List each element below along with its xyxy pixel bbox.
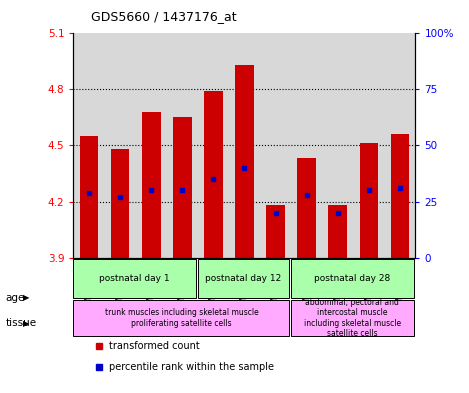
Bar (291, 300, 414, 336)
Text: GDS5660 / 1437176_at: GDS5660 / 1437176_at (91, 10, 237, 23)
Text: ▶: ▶ (23, 319, 30, 327)
Text: tissue: tissue (6, 318, 37, 328)
Bar (297, 158, 316, 258)
Bar (142, 112, 160, 258)
Text: postnatal day 1: postnatal day 1 (99, 274, 170, 283)
Text: ▶: ▶ (23, 294, 30, 302)
Text: postnatal day 12: postnatal day 12 (205, 274, 282, 283)
Bar (173, 117, 192, 258)
Bar (111, 149, 129, 258)
Bar (266, 206, 285, 258)
Bar (80, 136, 98, 258)
Bar (198, 259, 289, 298)
Bar (291, 259, 414, 298)
Text: age: age (6, 293, 25, 303)
Bar (204, 91, 223, 258)
Bar (235, 65, 254, 258)
Bar (391, 134, 409, 258)
Bar (360, 143, 378, 258)
Text: transformed count: transformed count (109, 341, 200, 351)
Bar (328, 206, 347, 258)
Bar (74, 300, 289, 336)
Text: abdominal, pectoral and
intercostal muscle
including skeletal muscle
satellite c: abdominal, pectoral and intercostal musc… (304, 298, 401, 338)
Text: postnatal day 28: postnatal day 28 (314, 274, 391, 283)
Text: trunk muscles including skeletal muscle
proliferating satellite cells: trunk muscles including skeletal muscle … (105, 308, 258, 328)
Text: percentile rank within the sample: percentile rank within the sample (109, 362, 274, 372)
Bar (74, 259, 196, 298)
